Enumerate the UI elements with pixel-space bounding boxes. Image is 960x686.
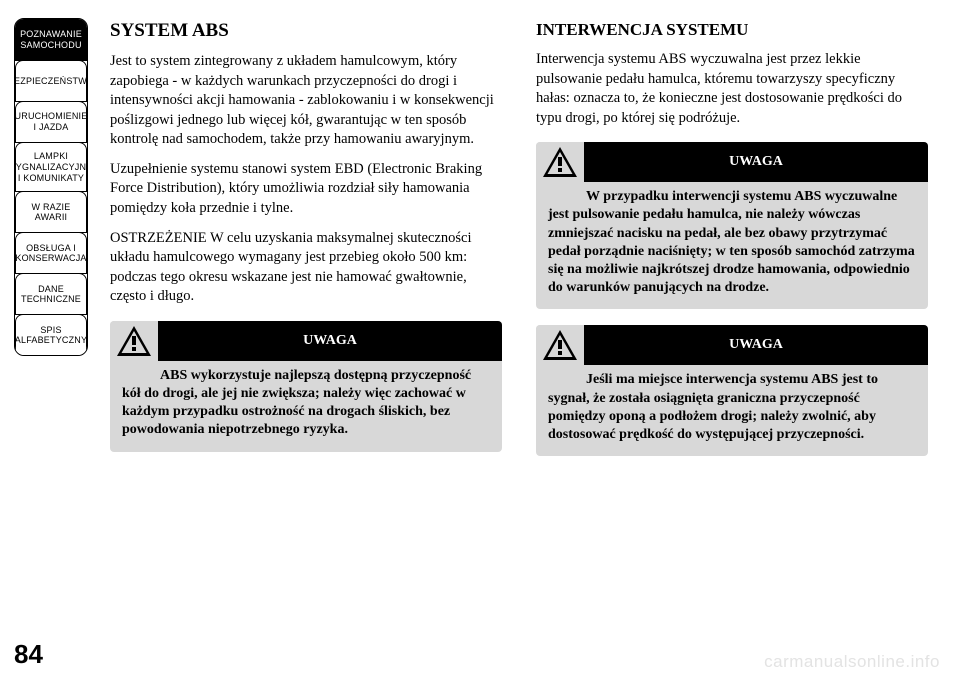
right-column: INTERWENCJA SYSTEMU Interwencja systemu … [536,20,928,472]
sidebar-item-spis[interactable]: SPIS ALFABETYCZNY [15,314,87,356]
warning-box: UWAGA Jeśli ma miejsce interwencja syste… [536,325,928,456]
body-text: Jest to system zintegrowany z układem ha… [110,52,502,150]
warning-icon [536,325,584,365]
warning-body: W przypadku interwencji systemu ABS wycz… [536,182,928,299]
sidebar-item-uruchomienie[interactable]: URUCHOMIENIE I JAZDA [15,101,87,143]
sidebar-item-lampki[interactable]: LAMPKI SYGNALIZACYJNE I KOMUNIKATY [15,142,87,192]
body-text: OSTRZEŻENIE W celu uzyskania maksymalnej… [110,229,502,307]
sidebar-item-awarii[interactable]: W RAZIE AWARII [15,191,87,233]
subsection-heading: INTERWENCJA SYSTEMU [536,20,928,40]
content-area: SYSTEM ABS Jest to system zintegrowany z… [110,20,930,472]
body-text: Uzupełnienie systemu stanowi system EBD … [110,160,502,219]
warning-label: UWAGA [584,325,928,365]
sidebar-item-bezpieczenstwo[interactable]: BEZPIECZEŃSTWO [15,60,87,102]
warning-box: UWAGA W przypadku interwencji systemu AB… [536,142,928,309]
sidebar-item-dane[interactable]: DANE TECHNICZNE [15,273,87,315]
warning-icon [536,142,584,182]
warning-label: UWAGA [158,321,502,361]
sidebar-item-poznawanie[interactable]: POZNAWANIE SAMOCHODU [15,19,87,61]
sidebar-item-obsluga[interactable]: OBSŁUGA I KONSERWACJA [15,232,87,274]
section-heading: SYSTEM ABS [110,20,502,42]
warning-label: UWAGA [584,142,928,182]
manual-page: POZNAWANIE SAMOCHODU BEZPIECZEŃSTWO URUC… [0,0,960,686]
left-column: SYSTEM ABS Jest to system zintegrowany z… [110,20,502,472]
body-text: Interwencja systemu ABS wyczuwalna jest … [536,50,928,128]
sidebar-nav: POZNAWANIE SAMOCHODU BEZPIECZEŃSTWO URUC… [14,18,88,356]
page-number: 84 [14,639,43,670]
watermark: carmanualsonline.info [764,652,940,672]
warning-box: UWAGA ABS wykorzystuje najlepszą dostępn… [110,321,502,452]
warning-body: ABS wykorzystuje najlepszą dostępną przy… [110,361,502,442]
warning-body: Jeśli ma miejsce interwencja systemu ABS… [536,365,928,446]
warning-icon [110,321,158,361]
